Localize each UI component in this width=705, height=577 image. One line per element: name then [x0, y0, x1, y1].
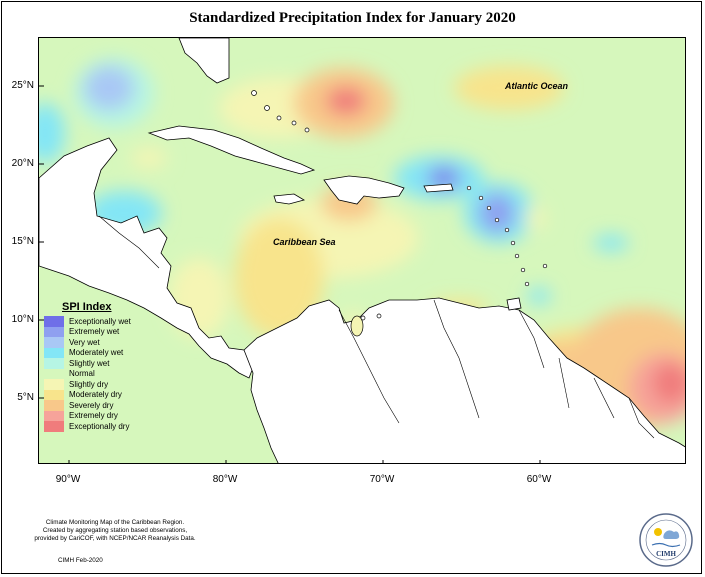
central-america	[39, 137, 255, 379]
lat-label-15n: 15°N	[11, 236, 34, 247]
lon-label-70w: 70°W	[369, 474, 395, 485]
legend-label: Moderately dry	[69, 390, 122, 400]
legend-label: Normal	[69, 369, 95, 379]
cuba	[147, 125, 316, 175]
legend-item: Slightly wet	[44, 358, 174, 369]
lat-label-25n: 25°N	[11, 80, 34, 91]
spi-map[interactable]: Atlantic Ocean Caribbean Sea	[38, 37, 686, 464]
legend-item: Extremely wet	[44, 326, 174, 337]
footer-caption: Climate Monitoring Map of the Caribbean …	[20, 519, 210, 543]
legend-label: Severely dry	[69, 400, 114, 410]
legend-swatch	[44, 347, 64, 358]
legend-swatch	[44, 410, 64, 421]
legend-label: Exceptionally wet	[69, 316, 131, 326]
legend-rows: Exceptionally wet Extremely wet Very wet Mo…	[44, 316, 174, 432]
legend-swatch	[44, 389, 64, 400]
legend-label: Extremely wet	[69, 327, 120, 337]
footer-line: Climate Monitoring Map of the Caribbean …	[45, 519, 185, 526]
land-masses	[39, 38, 685, 463]
legend-item: Severely dry	[44, 400, 174, 411]
lon-label-90w: 90°W	[55, 474, 81, 485]
hispaniola	[323, 175, 405, 205]
lat-label-5n: 5°N	[17, 392, 34, 403]
small-islands	[251, 90, 548, 321]
legend-item: Extremely dry	[44, 410, 174, 421]
lat-label-20n: 20°N	[11, 158, 34, 169]
legend-swatch	[44, 379, 64, 390]
legend-item: Normal	[44, 368, 174, 379]
legend-item: Moderately wet	[44, 347, 174, 358]
south-america	[243, 297, 685, 463]
lon-label-60w: 60°W	[526, 474, 552, 485]
trinidad	[506, 297, 522, 311]
cimh-logo: CIMH	[639, 513, 693, 567]
borders	[98, 215, 655, 439]
legend-item: Moderately dry	[44, 389, 174, 400]
wave-icon	[651, 542, 681, 548]
sun-icon	[654, 528, 662, 536]
jamaica	[273, 193, 306, 205]
spi-legend: SPI Index Exceptionally wet Extremely wet…	[44, 301, 174, 432]
legend-label: Extremely dry	[69, 411, 118, 421]
legend-item: Very wet	[44, 337, 174, 348]
axis-ticks	[39, 85, 541, 463]
cloud-icon	[663, 530, 680, 539]
legend-label: Very wet	[69, 337, 100, 347]
legend-label: Exceptionally dry	[69, 421, 130, 431]
lon-label-80w: 80°W	[212, 474, 238, 485]
puerto-rico	[423, 183, 454, 193]
lake-maracaibo	[350, 315, 364, 337]
legend-item: Exceptionally wet	[44, 316, 174, 327]
legend-swatch	[44, 400, 64, 411]
legend-label: Moderately wet	[69, 348, 124, 358]
credit-text: CIMH Feb-2020	[58, 557, 103, 564]
atlantic-ocean-label: Atlantic Ocean	[505, 81, 569, 91]
legend-swatch	[44, 421, 64, 432]
legend-item: Exceptionally dry	[44, 421, 174, 432]
legend-swatch	[44, 326, 64, 337]
legend-item: Slightly dry	[44, 379, 174, 390]
legend-swatch	[44, 368, 64, 379]
florida	[178, 38, 230, 84]
legend-swatch	[44, 358, 64, 369]
logo-text: CIMH	[656, 550, 676, 558]
map-title: Standardized Precipitation Index for Jan…	[189, 10, 516, 26]
lat-label-10n: 10°N	[11, 314, 34, 325]
map-canvas	[39, 38, 685, 463]
footer-line: provided by CariCOF, with NCEP/NCAR Rean…	[34, 535, 196, 542]
legend-label: Slightly wet	[69, 358, 110, 368]
legend-swatch	[44, 316, 64, 327]
legend-label: Slightly dry	[69, 379, 109, 389]
legend-swatch	[44, 337, 64, 348]
legend-title: SPI Index	[62, 301, 112, 313]
footer-line: Created by aggregating station based obs…	[42, 527, 188, 534]
caribbean-sea-label: Caribbean Sea	[273, 237, 336, 247]
